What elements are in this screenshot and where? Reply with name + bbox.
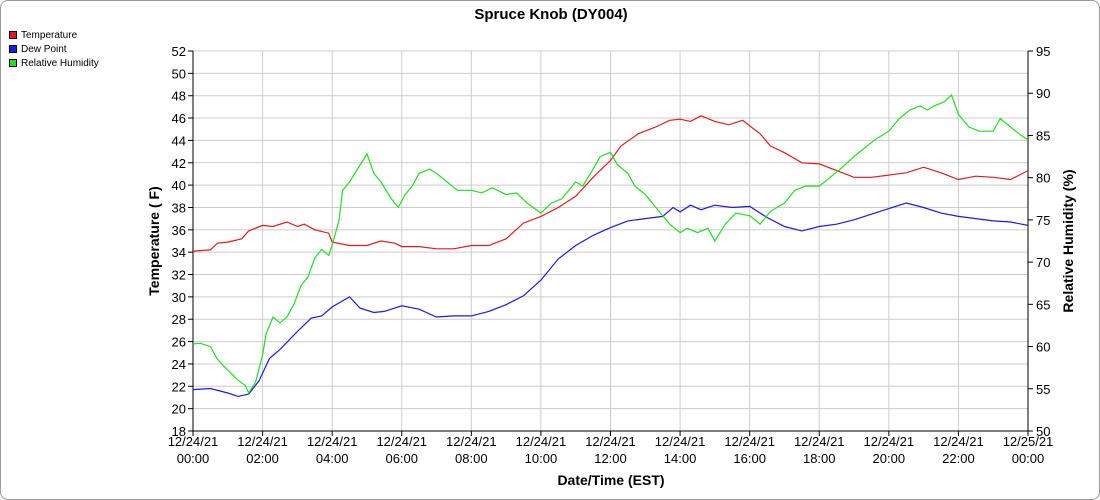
legend-item-temperature: Temperature	[9, 28, 99, 42]
legend-label-dew-point: Dew Point	[21, 43, 67, 55]
x-tick-label-date: 12/24/21	[376, 434, 427, 449]
y-tick-label-left: 18	[172, 424, 186, 439]
series-lines	[193, 93, 1028, 398]
y-tick-label-right: 90	[1036, 86, 1050, 101]
y-tick-label-left: 20	[172, 402, 186, 417]
y-tick-label-right: 95	[1036, 44, 1050, 59]
y-tick-label-left: 22	[172, 379, 186, 394]
x-tick-label-time: 22:00	[942, 451, 975, 466]
legend-swatch-temperature	[9, 31, 17, 39]
y-tick-label-right: 60	[1036, 340, 1050, 355]
y-tick-label-left: 52	[172, 44, 186, 59]
y-tick-label-left: 28	[172, 312, 186, 327]
x-tick-label-time: 20:00	[873, 451, 906, 466]
y-tick-label-left: 40	[172, 178, 186, 193]
legend-label-temperature: Temperature	[21, 29, 78, 41]
x-tick-label-date: 12/24/21	[307, 434, 358, 449]
x-tick-label-date: 12/24/21	[516, 434, 567, 449]
x-tick-label-date: 12/24/21	[585, 434, 636, 449]
y-tick-label-right: 80	[1036, 171, 1050, 186]
legend-label-relative-humidity: Relative Humidity	[21, 57, 99, 69]
axes	[188, 50, 1033, 436]
y-axis-title-left: Temperature ( F)	[146, 186, 162, 295]
legend-swatch-dew-point	[9, 45, 17, 53]
x-tick-label-date: 12/24/21	[168, 434, 219, 449]
y-tick-label-left: 38	[172, 200, 186, 215]
legend-swatch-relative-humidity	[9, 59, 17, 67]
y-tick-label-left: 32	[172, 268, 186, 283]
x-tick-label-time: 18:00	[803, 451, 836, 466]
x-tick-label-time: 14:00	[664, 451, 697, 466]
x-tick-label-date: 12/24/21	[655, 434, 706, 449]
x-tick-label-time: 16:00	[733, 451, 766, 466]
y-tick-label-left: 42	[172, 156, 186, 171]
y-tick-label-left: 48	[172, 89, 186, 104]
x-tick-label-date: 12/24/21	[237, 434, 288, 449]
x-tick-label-time: 00:00	[177, 451, 210, 466]
y-tick-label-left: 34	[172, 245, 186, 260]
y-tick-label-right: 70	[1036, 255, 1050, 270]
x-tick-label-date: 12/24/21	[446, 434, 497, 449]
y-tick-label-left: 46	[172, 111, 186, 126]
x-tick-label-time: 08:00	[455, 451, 488, 466]
x-tick-label-date: 12/25/21	[1003, 434, 1054, 449]
y-tick-label-right: 65	[1036, 297, 1050, 312]
x-tick-label-time: 10:00	[525, 451, 558, 466]
legend-item-dew-point: Dew Point	[9, 42, 99, 56]
series-line-relative-humidity	[193, 93, 1028, 395]
grid-lines	[192, 50, 1029, 432]
x-tick-label-date: 12/24/21	[794, 434, 845, 449]
chart-legend: Temperature Dew Point Relative Humidity	[9, 28, 99, 70]
y-tick-label-left: 30	[172, 290, 186, 305]
x-tick-label-time: 06:00	[385, 451, 418, 466]
x-tick-label-date: 12/24/21	[864, 434, 915, 449]
y-tick-label-right: 50	[1036, 424, 1050, 439]
y-tick-label-left: 36	[172, 223, 186, 238]
y-tick-label-left: 24	[172, 357, 186, 372]
y-tick-label-left: 44	[172, 133, 186, 148]
y-tick-label-right: 55	[1036, 382, 1050, 397]
x-tick-label-date: 12/24/21	[724, 434, 775, 449]
y-axis-title-right: Relative Humidity (%)	[1060, 169, 1076, 312]
y-tick-label-right: 75	[1036, 213, 1050, 228]
x-tick-label-time: 12:00	[594, 451, 627, 466]
x-tick-label-time: 00:00	[1012, 451, 1045, 466]
series-line-dew-point	[193, 202, 1028, 398]
x-tick-label-date: 12/24/21	[933, 434, 984, 449]
tick-labels: 18 20 22 24 26 28 30 32 34 36 38 40 42 44 46 48 50 52 12/2…	[168, 44, 1054, 466]
y-tick-label-right: 85	[1036, 128, 1050, 143]
y-tick-label-left: 50	[172, 66, 186, 81]
legend-item-relative-humidity: Relative Humidity	[9, 56, 99, 70]
x-axis-title: Date/Time (EST)	[557, 472, 664, 488]
x-tick-label-time: 04:00	[316, 451, 349, 466]
x-tick-label-time: 02:00	[246, 451, 279, 466]
chart-title: Spruce Knob (DY004)	[474, 6, 628, 23]
series-line-temperature	[193, 115, 1028, 252]
y-tick-label-left: 26	[172, 335, 186, 350]
